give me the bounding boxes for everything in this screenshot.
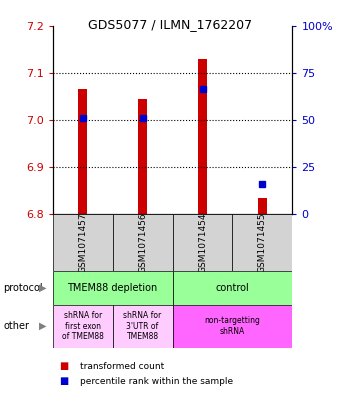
Text: protocol: protocol [3,283,43,293]
Text: ▶: ▶ [39,283,47,293]
Text: percentile rank within the sample: percentile rank within the sample [80,377,233,386]
Text: GSM1071457: GSM1071457 [78,212,87,273]
Text: GSM1071455: GSM1071455 [258,212,267,273]
Text: TMEM88 depletion: TMEM88 depletion [68,283,158,293]
Text: shRNA for
first exon
of TMEM88: shRNA for first exon of TMEM88 [62,311,104,341]
Text: ▶: ▶ [39,321,47,331]
Bar [233,214,292,271]
Text: ■: ■ [59,376,69,386]
Bar [138,99,147,214]
Bar [173,214,233,271]
Bar [53,271,173,305]
Bar [258,198,267,214]
Text: transformed count: transformed count [80,362,164,371]
Bar [173,271,292,305]
Text: GSM1071456: GSM1071456 [138,212,147,273]
Bar [113,305,173,348]
Text: GDS5077 / ILMN_1762207: GDS5077 / ILMN_1762207 [88,18,252,31]
Bar [78,89,87,214]
Bar [173,305,292,348]
Text: control: control [216,283,249,293]
Bar [53,305,113,348]
Bar [53,214,113,271]
Text: other: other [3,321,29,331]
Text: shRNA for
3'UTR of
TMEM88: shRNA for 3'UTR of TMEM88 [123,311,162,341]
Bar [198,59,207,214]
Bar [113,214,173,271]
Text: non-targetting
shRNA: non-targetting shRNA [205,316,260,336]
Text: ■: ■ [59,361,69,371]
Text: GSM1071454: GSM1071454 [198,213,207,273]
